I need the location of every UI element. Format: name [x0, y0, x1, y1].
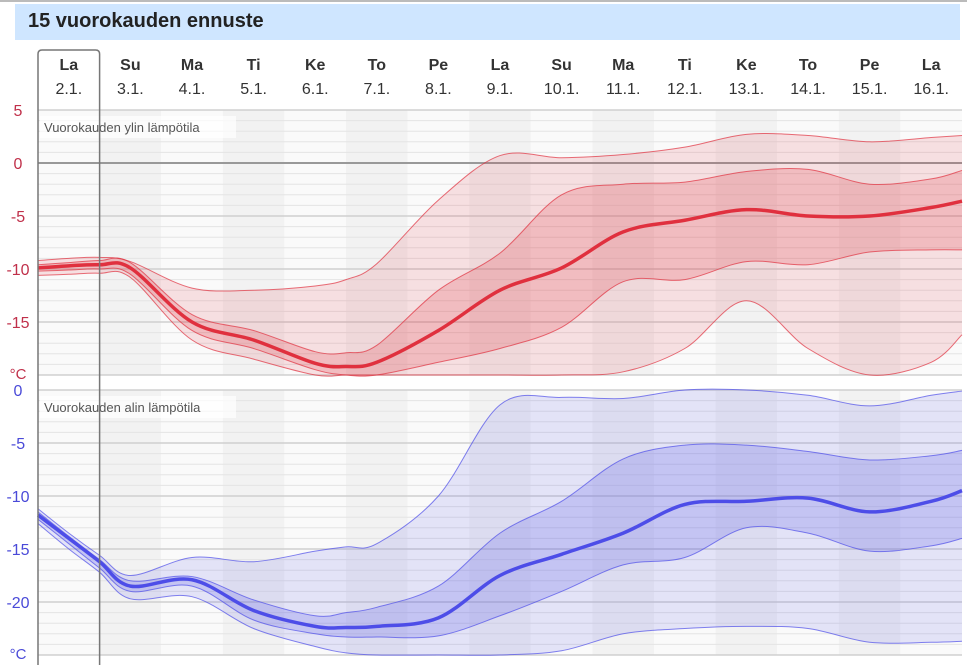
day-column — [284, 390, 346, 655]
outer-band-lower-line — [37, 270, 963, 377]
day-date: 5.1. — [240, 81, 267, 98]
top-border — [0, 0, 967, 2]
day-column — [530, 110, 593, 375]
outer-band-upper-line — [37, 133, 963, 292]
day-date: 15.1. — [852, 81, 888, 98]
outer-band — [38, 133, 962, 377]
day-name: Pe — [860, 57, 880, 74]
day-name: Ke — [305, 57, 326, 74]
y-tick-label: -5 — [11, 436, 25, 453]
day-name: Ti — [678, 57, 692, 74]
y-tick-label: -20 — [6, 595, 29, 612]
day-column — [715, 390, 778, 655]
day-column — [838, 390, 901, 655]
day-date: 16.1. — [913, 81, 949, 98]
day-name: Ma — [181, 57, 203, 74]
day-name: Ti — [247, 57, 261, 74]
inner-band-lower-line — [37, 518, 963, 639]
y-unit-label: °C — [10, 646, 27, 663]
y-tick-label: 0 — [14, 156, 23, 173]
page-title: 15 vuorokauden ennuste — [28, 10, 264, 32]
day-column — [900, 110, 962, 375]
y-tick-label: 5 — [14, 103, 23, 120]
panel-title: Vuorokauden alin lämpötila — [44, 400, 201, 415]
y-unit-label: °C — [10, 366, 27, 383]
y-tick-label: -5 — [11, 209, 25, 226]
day-name: To — [368, 57, 387, 74]
day-column — [900, 390, 962, 655]
day-date: 8.1. — [425, 81, 452, 98]
day-name: Su — [120, 57, 140, 74]
day-date: 2.1. — [55, 81, 82, 98]
day-date: 11.1. — [606, 81, 640, 98]
median-line — [37, 199, 963, 369]
y-tick-label: -15 — [6, 315, 29, 332]
day-column — [838, 110, 901, 375]
day-column — [777, 390, 839, 655]
outer-band — [38, 389, 962, 656]
day-name: La — [491, 57, 510, 74]
day-column — [38, 110, 100, 375]
y-tick-label: -10 — [6, 489, 29, 506]
day-name: Ke — [736, 57, 757, 74]
day-column — [284, 110, 346, 375]
selected-day-outline[interactable] — [37, 49, 101, 665]
panel-label-bg — [40, 396, 236, 418]
day-date: 10.1. — [544, 81, 580, 98]
inner-band-upper-line — [37, 443, 963, 617]
day-date: 3.1. — [117, 81, 144, 98]
panel-label-bg — [40, 116, 236, 138]
day-date: 7.1. — [363, 81, 390, 98]
day-column — [346, 390, 408, 655]
inner-band-upper-line — [37, 167, 963, 355]
inner-band — [38, 168, 962, 377]
day-column — [469, 390, 531, 655]
panel-title: Vuorokauden ylin lämpötila — [44, 120, 200, 135]
day-name: Ma — [612, 57, 634, 74]
day-date: 14.1. — [790, 81, 826, 98]
day-date: 13.1. — [729, 81, 765, 98]
median-line — [36, 489, 963, 630]
inner-band — [38, 443, 962, 638]
day-column — [99, 390, 162, 655]
day-name: Su — [551, 57, 571, 74]
y-tick-label: -10 — [6, 262, 29, 279]
day-name: Pe — [429, 57, 449, 74]
inner-band-lower-line — [37, 249, 963, 377]
y-tick-label: 0 — [14, 383, 23, 400]
outer-band-upper-line — [37, 388, 963, 577]
outer-band-lower-line — [37, 523, 963, 656]
panel-max: Vuorokauden ylin lämpötila 5 0 -5 -10 -15 °C — [6, 103, 963, 383]
day-name: La — [59, 57, 78, 74]
header-bar: 15 vuorokauden ennuste — [15, 4, 960, 40]
day-column — [161, 390, 223, 655]
day-column — [99, 110, 162, 375]
day-date: 12.1. — [667, 81, 703, 98]
panel-min: Vuorokauden alin lämpötila 0 -5 -10 -15 -20 °C — [6, 383, 963, 663]
day-column — [654, 390, 716, 655]
day-name: To — [799, 57, 818, 74]
day-column — [407, 390, 470, 655]
day-column — [715, 110, 778, 375]
day-name: La — [922, 57, 941, 74]
day-column — [469, 110, 531, 375]
day-date: 4.1. — [179, 81, 206, 98]
day-column — [530, 390, 593, 655]
day-date: 9.1. — [487, 81, 514, 98]
day-date: 6.1. — [302, 81, 329, 98]
y-tick-label: -15 — [6, 542, 29, 559]
